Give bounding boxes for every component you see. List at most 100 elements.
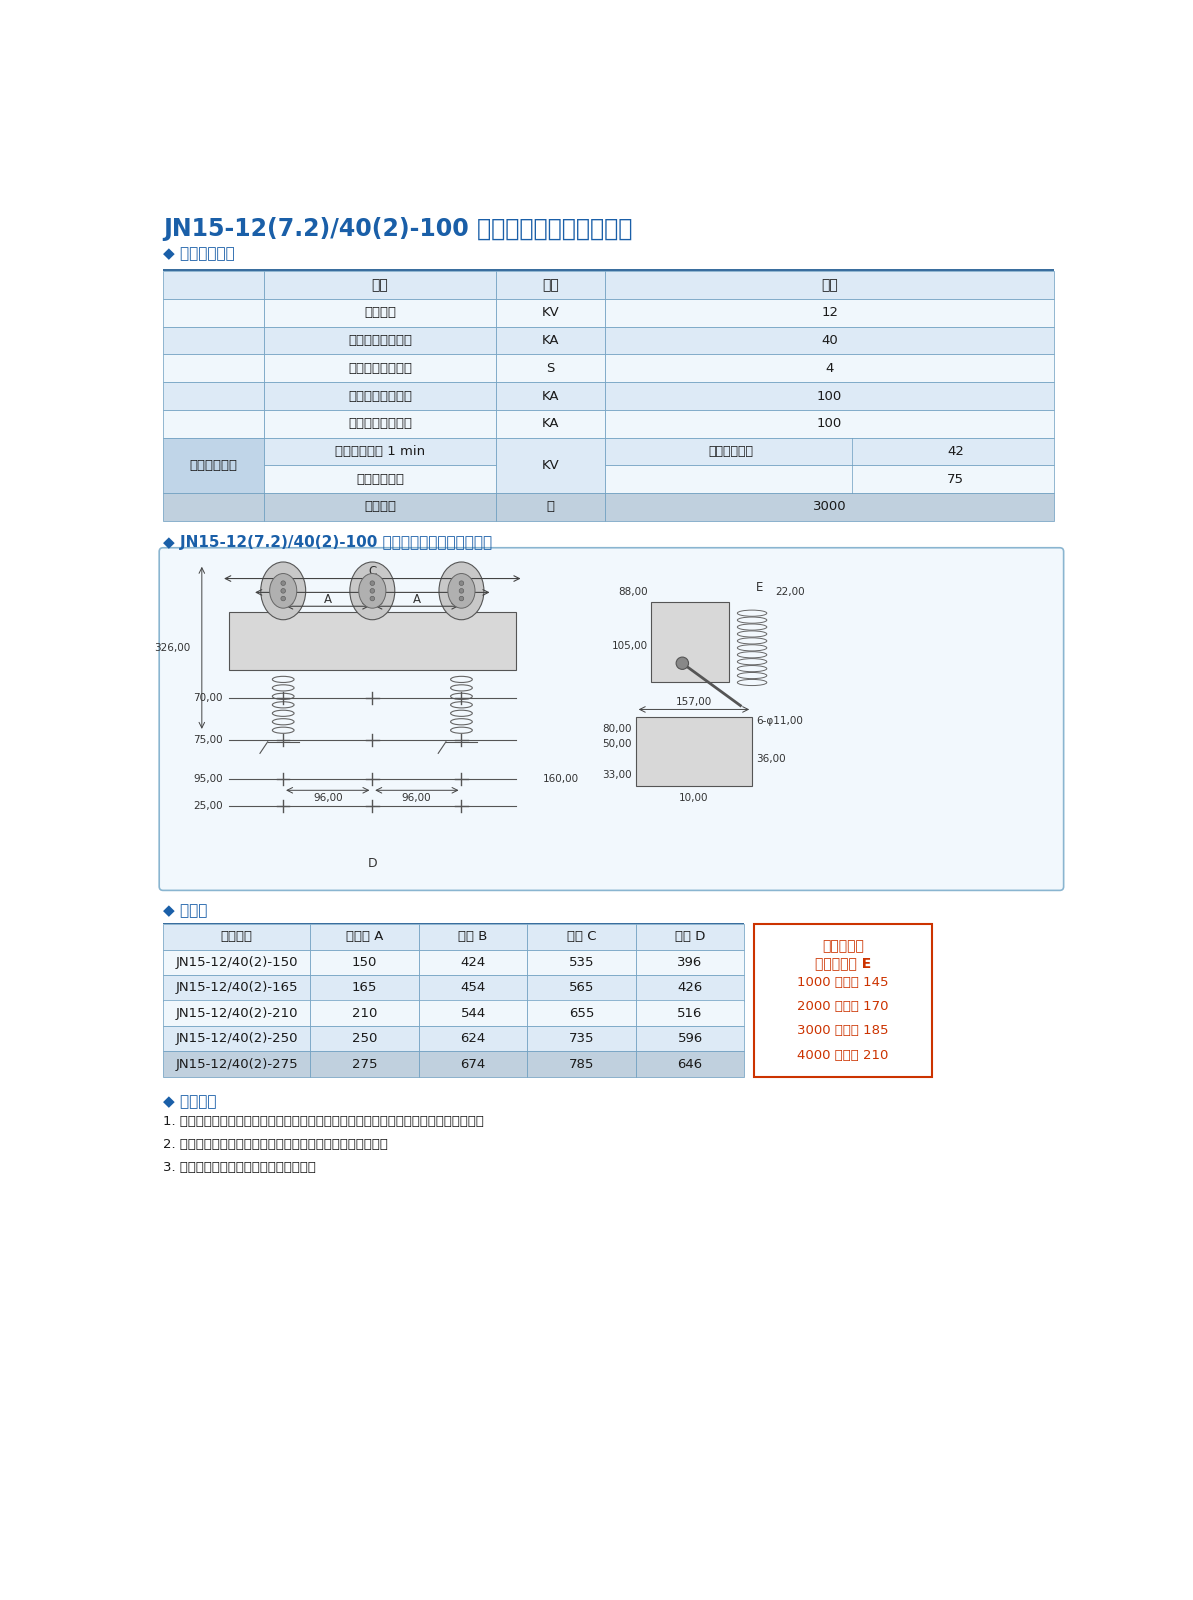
Bar bbox=[419, 1026, 527, 1051]
Bar bbox=[310, 925, 419, 950]
Bar bbox=[264, 299, 496, 326]
Bar bbox=[496, 355, 605, 382]
Bar bbox=[636, 925, 744, 950]
Bar bbox=[419, 974, 527, 1000]
Text: 596: 596 bbox=[678, 1032, 703, 1045]
Text: 105,00: 105,00 bbox=[611, 640, 648, 651]
Text: 535: 535 bbox=[569, 955, 594, 970]
Text: 额定峰值耐受电流: 额定峰值耐受电流 bbox=[348, 418, 412, 430]
Text: 4: 4 bbox=[826, 362, 834, 374]
Circle shape bbox=[459, 597, 464, 602]
Text: A: A bbox=[324, 594, 332, 606]
Text: ◆ 配套表: ◆ 配套表 bbox=[163, 904, 208, 918]
Ellipse shape bbox=[447, 573, 475, 608]
Text: S: S bbox=[546, 362, 555, 374]
Text: E: E bbox=[756, 581, 764, 594]
Text: 4000 米以下 210: 4000 米以下 210 bbox=[797, 1048, 889, 1062]
Text: 支架 B: 支架 B bbox=[458, 931, 488, 944]
Bar bbox=[636, 1051, 744, 1077]
Bar bbox=[163, 326, 264, 355]
Bar bbox=[163, 410, 264, 438]
Text: 33,00: 33,00 bbox=[602, 770, 632, 779]
Bar bbox=[527, 950, 636, 974]
Bar bbox=[310, 1051, 419, 1077]
Text: 100: 100 bbox=[817, 418, 842, 430]
Text: 80,00: 80,00 bbox=[602, 723, 632, 734]
Text: 100: 100 bbox=[817, 389, 842, 403]
Text: 36,00: 36,00 bbox=[756, 755, 785, 765]
Text: 454: 454 bbox=[460, 981, 486, 994]
Bar bbox=[605, 466, 1055, 493]
Text: 额定短路关合电流: 额定短路关合电流 bbox=[348, 389, 412, 403]
Text: 相间距 A: 相间距 A bbox=[346, 931, 383, 944]
Text: 674: 674 bbox=[460, 1058, 486, 1070]
Circle shape bbox=[676, 658, 688, 669]
Text: ◆ 订货须知: ◆ 订货须知 bbox=[163, 1094, 217, 1109]
Text: 516: 516 bbox=[678, 1006, 703, 1019]
Bar bbox=[310, 1000, 419, 1026]
Bar bbox=[605, 355, 1055, 382]
Text: 12: 12 bbox=[821, 306, 837, 320]
Text: 95,00: 95,00 bbox=[193, 774, 223, 784]
Bar bbox=[605, 438, 1055, 466]
Bar bbox=[163, 438, 264, 493]
Text: JN15-12(7.2)/40(2)-100 型户内高压交流接地开关: JN15-12(7.2)/40(2)-100 型户内高压交流接地开关 bbox=[163, 216, 632, 240]
Bar bbox=[163, 269, 1055, 272]
Bar bbox=[419, 1000, 527, 1026]
Text: 3000: 3000 bbox=[812, 501, 846, 514]
Text: 机械寿命: 机械寿命 bbox=[364, 501, 396, 514]
Text: 70,00: 70,00 bbox=[193, 693, 223, 702]
FancyBboxPatch shape bbox=[159, 547, 1064, 890]
Text: 735: 735 bbox=[569, 1032, 594, 1045]
Text: B: B bbox=[369, 579, 376, 592]
Bar bbox=[496, 299, 605, 326]
Ellipse shape bbox=[350, 562, 395, 619]
Bar bbox=[419, 1051, 527, 1077]
Text: 424: 424 bbox=[460, 955, 486, 970]
Text: 3. 用户如有特殊要求，请与我公司联系。: 3. 用户如有特殊要求，请与我公司联系。 bbox=[163, 1162, 316, 1174]
Text: KA: KA bbox=[542, 334, 560, 347]
Bar bbox=[605, 272, 1055, 299]
Text: 额定短路持续时间: 额定短路持续时间 bbox=[348, 362, 412, 374]
Text: 210: 210 bbox=[352, 1006, 377, 1019]
Text: 雷电冲击电压: 雷电冲击电压 bbox=[356, 472, 404, 486]
Text: KA: KA bbox=[542, 418, 560, 430]
Bar bbox=[264, 438, 496, 466]
Ellipse shape bbox=[261, 562, 305, 619]
Bar bbox=[527, 1000, 636, 1026]
Text: 96,00: 96,00 bbox=[314, 794, 342, 803]
Text: 326,00: 326,00 bbox=[154, 643, 190, 653]
Text: 544: 544 bbox=[460, 1006, 486, 1019]
Text: JN15-12/40(2)-275: JN15-12/40(2)-275 bbox=[175, 1058, 298, 1070]
Bar bbox=[264, 355, 496, 382]
Text: 250: 250 bbox=[352, 1032, 377, 1045]
Text: 160,00: 160,00 bbox=[543, 774, 579, 784]
Text: 396: 396 bbox=[678, 955, 703, 970]
Bar bbox=[264, 382, 496, 410]
Bar bbox=[636, 1026, 744, 1051]
Text: 165: 165 bbox=[352, 981, 377, 994]
Text: 次: 次 bbox=[546, 501, 555, 514]
Circle shape bbox=[370, 597, 375, 602]
Bar bbox=[264, 410, 496, 438]
Bar bbox=[496, 326, 605, 355]
Text: 426: 426 bbox=[678, 981, 703, 994]
Bar bbox=[496, 438, 605, 493]
Text: 孔距 D: 孔距 D bbox=[675, 931, 705, 944]
Text: 565: 565 bbox=[569, 981, 594, 994]
Bar bbox=[527, 1026, 636, 1051]
Bar bbox=[605, 299, 1055, 326]
Bar bbox=[264, 326, 496, 355]
Bar bbox=[163, 925, 310, 950]
Text: ◆ 主要技术参数: ◆ 主要技术参数 bbox=[163, 246, 235, 261]
Text: 6-φ11,00: 6-φ11,00 bbox=[756, 715, 803, 726]
Text: 22,00: 22,00 bbox=[775, 587, 805, 597]
Bar bbox=[163, 382, 264, 410]
Circle shape bbox=[459, 589, 464, 594]
Bar bbox=[496, 272, 605, 299]
Text: JN15-12/40(2)-210: JN15-12/40(2)-210 bbox=[175, 1006, 298, 1019]
Text: 1000 米以下 145: 1000 米以下 145 bbox=[797, 976, 889, 989]
Bar bbox=[419, 925, 527, 950]
Text: 75,00: 75,00 bbox=[193, 736, 223, 746]
Bar bbox=[605, 326, 1055, 355]
